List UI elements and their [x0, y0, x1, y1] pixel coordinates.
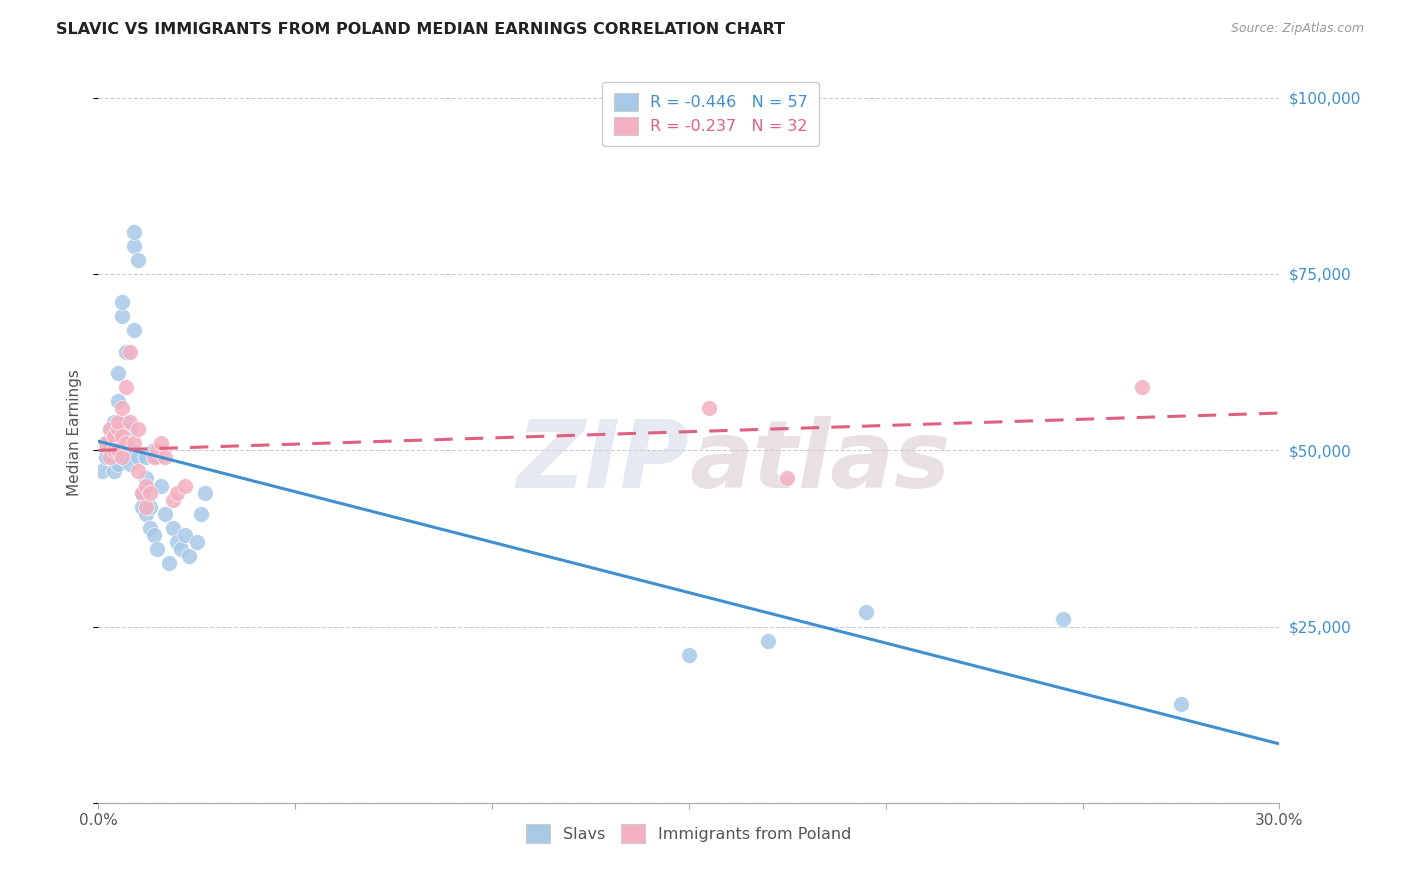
Point: [103, 429, 125, 443]
Point: [115, 436, 138, 450]
Point: [155, 450, 177, 465]
Point: [166, 535, 188, 549]
Point: [186, 535, 208, 549]
Point: [166, 485, 188, 500]
Point: [138, 500, 160, 514]
Point: [111, 450, 134, 465]
Point: [122, 225, 145, 239]
Point: [118, 443, 141, 458]
Point: [91, 464, 114, 478]
Point: [150, 478, 173, 492]
Point: [174, 528, 197, 542]
Y-axis label: Median Earnings: Median Earnings: [67, 369, 83, 496]
Point: [122, 239, 145, 253]
Point: [122, 436, 145, 450]
Point: [98, 443, 121, 458]
Point: [131, 485, 153, 500]
Point: [138, 485, 160, 500]
Point: [1170, 697, 1192, 711]
Point: [107, 443, 129, 458]
Point: [190, 507, 212, 521]
Point: [157, 556, 180, 570]
Point: [118, 415, 141, 429]
Legend: Slavs, Immigrants from Poland: Slavs, Immigrants from Poland: [515, 814, 863, 854]
Point: [98, 436, 121, 450]
Point: [96, 450, 118, 465]
Point: [142, 443, 165, 458]
Point: [131, 500, 153, 514]
Point: [155, 507, 177, 521]
Point: [103, 415, 125, 429]
Point: [127, 464, 149, 478]
Point: [170, 541, 193, 556]
Point: [146, 450, 169, 465]
Point: [103, 429, 125, 443]
Point: [103, 464, 125, 478]
Point: [118, 344, 141, 359]
Point: [111, 429, 134, 443]
Point: [142, 528, 165, 542]
Point: [107, 422, 129, 436]
Point: [111, 429, 134, 443]
Point: [96, 436, 118, 450]
Point: [678, 648, 700, 662]
Point: [177, 549, 200, 563]
Point: [111, 310, 134, 324]
Point: [776, 471, 799, 485]
Point: [1052, 612, 1074, 626]
Point: [107, 366, 129, 380]
Point: [111, 295, 134, 310]
Point: [135, 500, 157, 514]
Point: [118, 422, 141, 436]
Point: [697, 401, 720, 415]
Point: [142, 450, 165, 465]
Text: ZIP: ZIP: [516, 417, 689, 508]
Point: [146, 443, 169, 458]
Point: [174, 478, 197, 492]
Point: [111, 401, 134, 415]
Point: [127, 450, 149, 465]
Point: [135, 471, 157, 485]
Point: [855, 606, 877, 620]
Point: [131, 485, 153, 500]
Point: [115, 436, 138, 450]
Point: [98, 450, 121, 465]
Point: [135, 507, 157, 521]
Point: [107, 458, 129, 472]
Point: [127, 252, 149, 267]
Point: [194, 485, 217, 500]
Point: [115, 450, 138, 465]
Point: [107, 393, 129, 408]
Point: [146, 541, 169, 556]
Text: SLAVIC VS IMMIGRANTS FROM POLAND MEDIAN EARNINGS CORRELATION CHART: SLAVIC VS IMMIGRANTS FROM POLAND MEDIAN …: [56, 22, 785, 37]
Point: [138, 521, 160, 535]
Point: [115, 415, 138, 429]
Point: [103, 443, 125, 458]
Point: [150, 436, 173, 450]
Point: [107, 415, 129, 429]
Point: [103, 450, 125, 465]
Point: [127, 422, 149, 436]
Point: [1130, 380, 1153, 394]
Point: [111, 450, 134, 465]
Point: [135, 478, 157, 492]
Point: [162, 521, 184, 535]
Text: Source: ZipAtlas.com: Source: ZipAtlas.com: [1230, 22, 1364, 36]
Point: [162, 492, 184, 507]
Point: [756, 633, 779, 648]
Point: [115, 380, 138, 394]
Point: [135, 450, 157, 465]
Point: [107, 443, 129, 458]
Point: [96, 436, 118, 450]
Text: atlas: atlas: [689, 417, 950, 508]
Point: [98, 422, 121, 436]
Point: [98, 422, 121, 436]
Point: [122, 323, 145, 337]
Point: [115, 344, 138, 359]
Point: [118, 458, 141, 472]
